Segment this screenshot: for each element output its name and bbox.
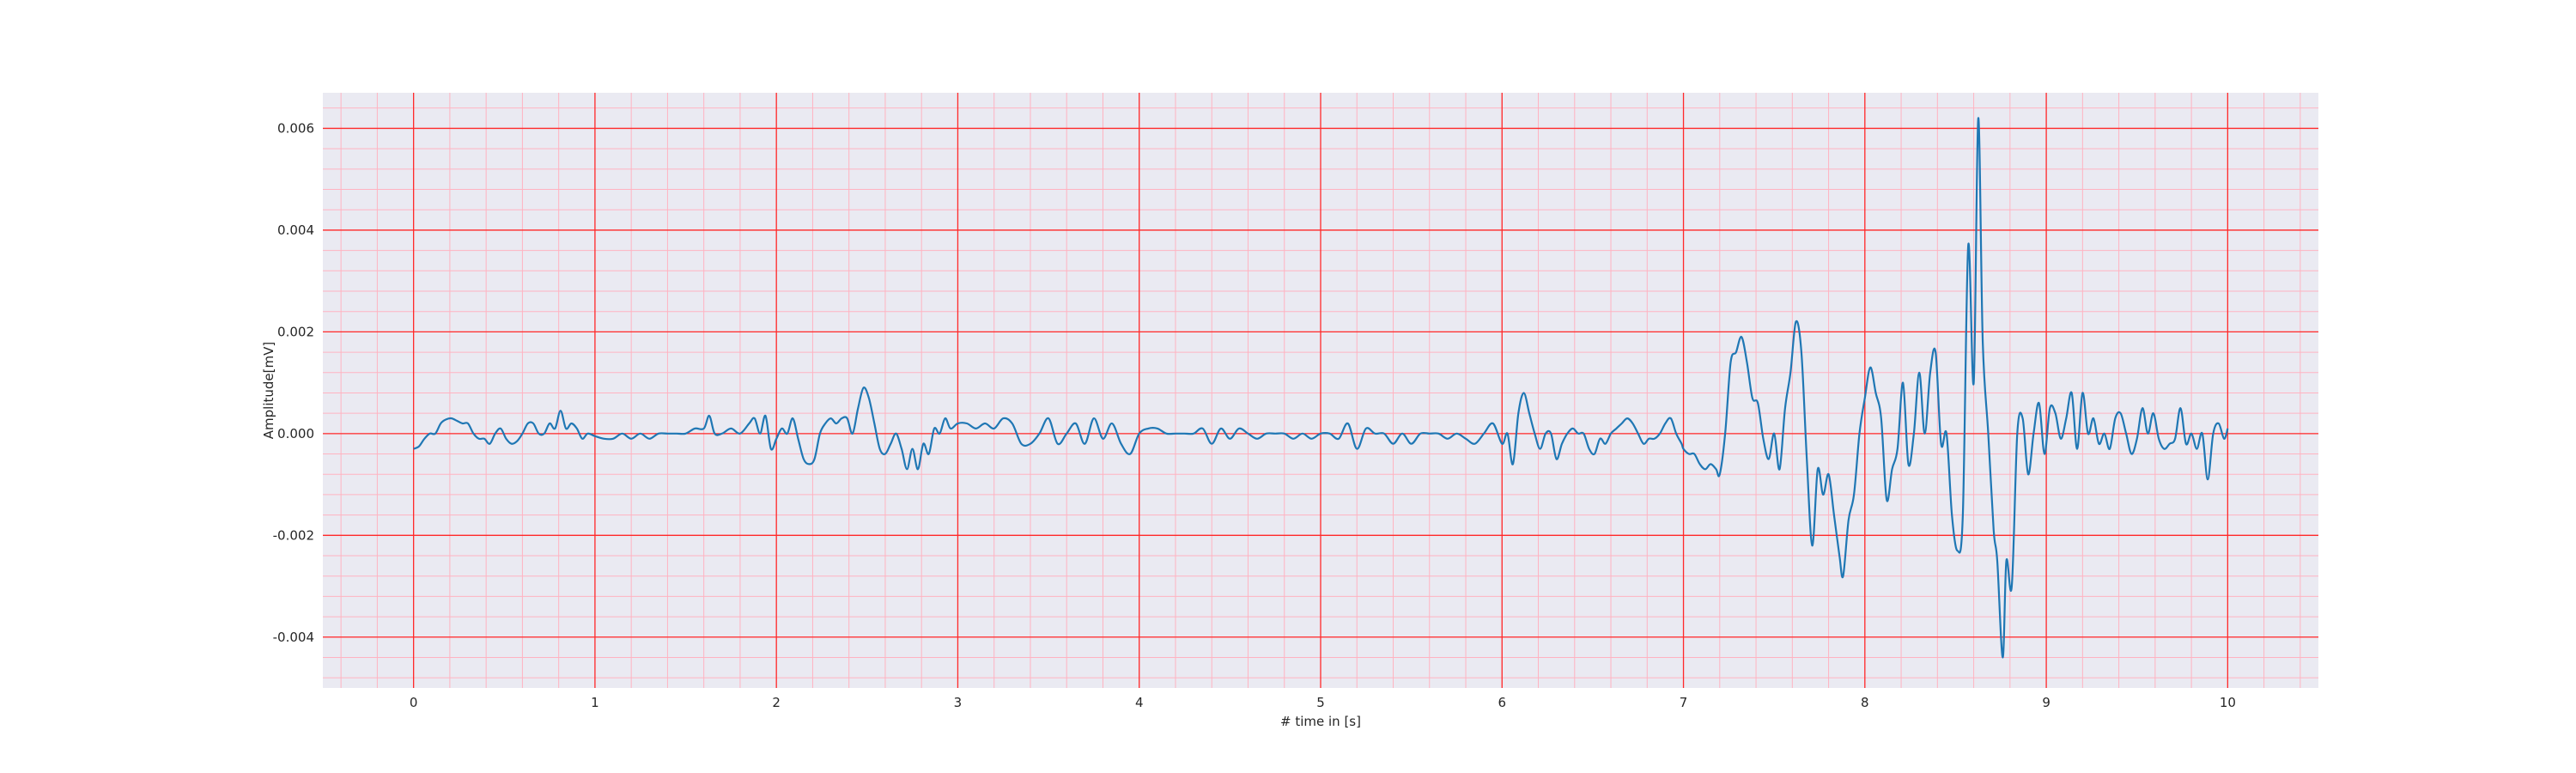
x-tick-label: 5 (1316, 695, 1325, 710)
x-tick-label: 1 (591, 695, 599, 710)
x-tick-label: 4 (1135, 695, 1144, 710)
x-tick-label: 8 (1861, 695, 1869, 710)
x-tick-label: 7 (1680, 695, 1688, 710)
major-grid (323, 93, 2318, 688)
x-axis-label: # time in [s] (1280, 714, 1361, 729)
x-tick-label: 3 (954, 695, 963, 710)
x-axis-tick-labels: 0 1 2 3 4 5 6 7 8 9 10 (410, 695, 2236, 710)
x-tick-label: 6 (1498, 695, 1506, 710)
y-tick-label: 0.006 (277, 120, 314, 136)
y-axis-label: Amplitude[mV] (261, 342, 276, 439)
y-tick-label: 0.000 (277, 426, 314, 441)
y-tick-label: -0.004 (273, 630, 314, 645)
x-tick-label: 10 (2220, 695, 2236, 710)
y-tick-label: -0.002 (273, 527, 314, 543)
x-tick-label: 9 (2042, 695, 2050, 710)
y-axis-tick-labels: -0.004 -0.002 0.000 0.002 0.004 0.006 (273, 120, 314, 644)
x-tick-label: 0 (410, 695, 418, 710)
series-layer (413, 117, 2229, 659)
x-tick-label: 2 (772, 695, 781, 710)
amplitude-series-line (413, 117, 2229, 659)
y-tick-label: 0.002 (277, 324, 314, 339)
y-tick-label: 0.004 (277, 222, 314, 238)
